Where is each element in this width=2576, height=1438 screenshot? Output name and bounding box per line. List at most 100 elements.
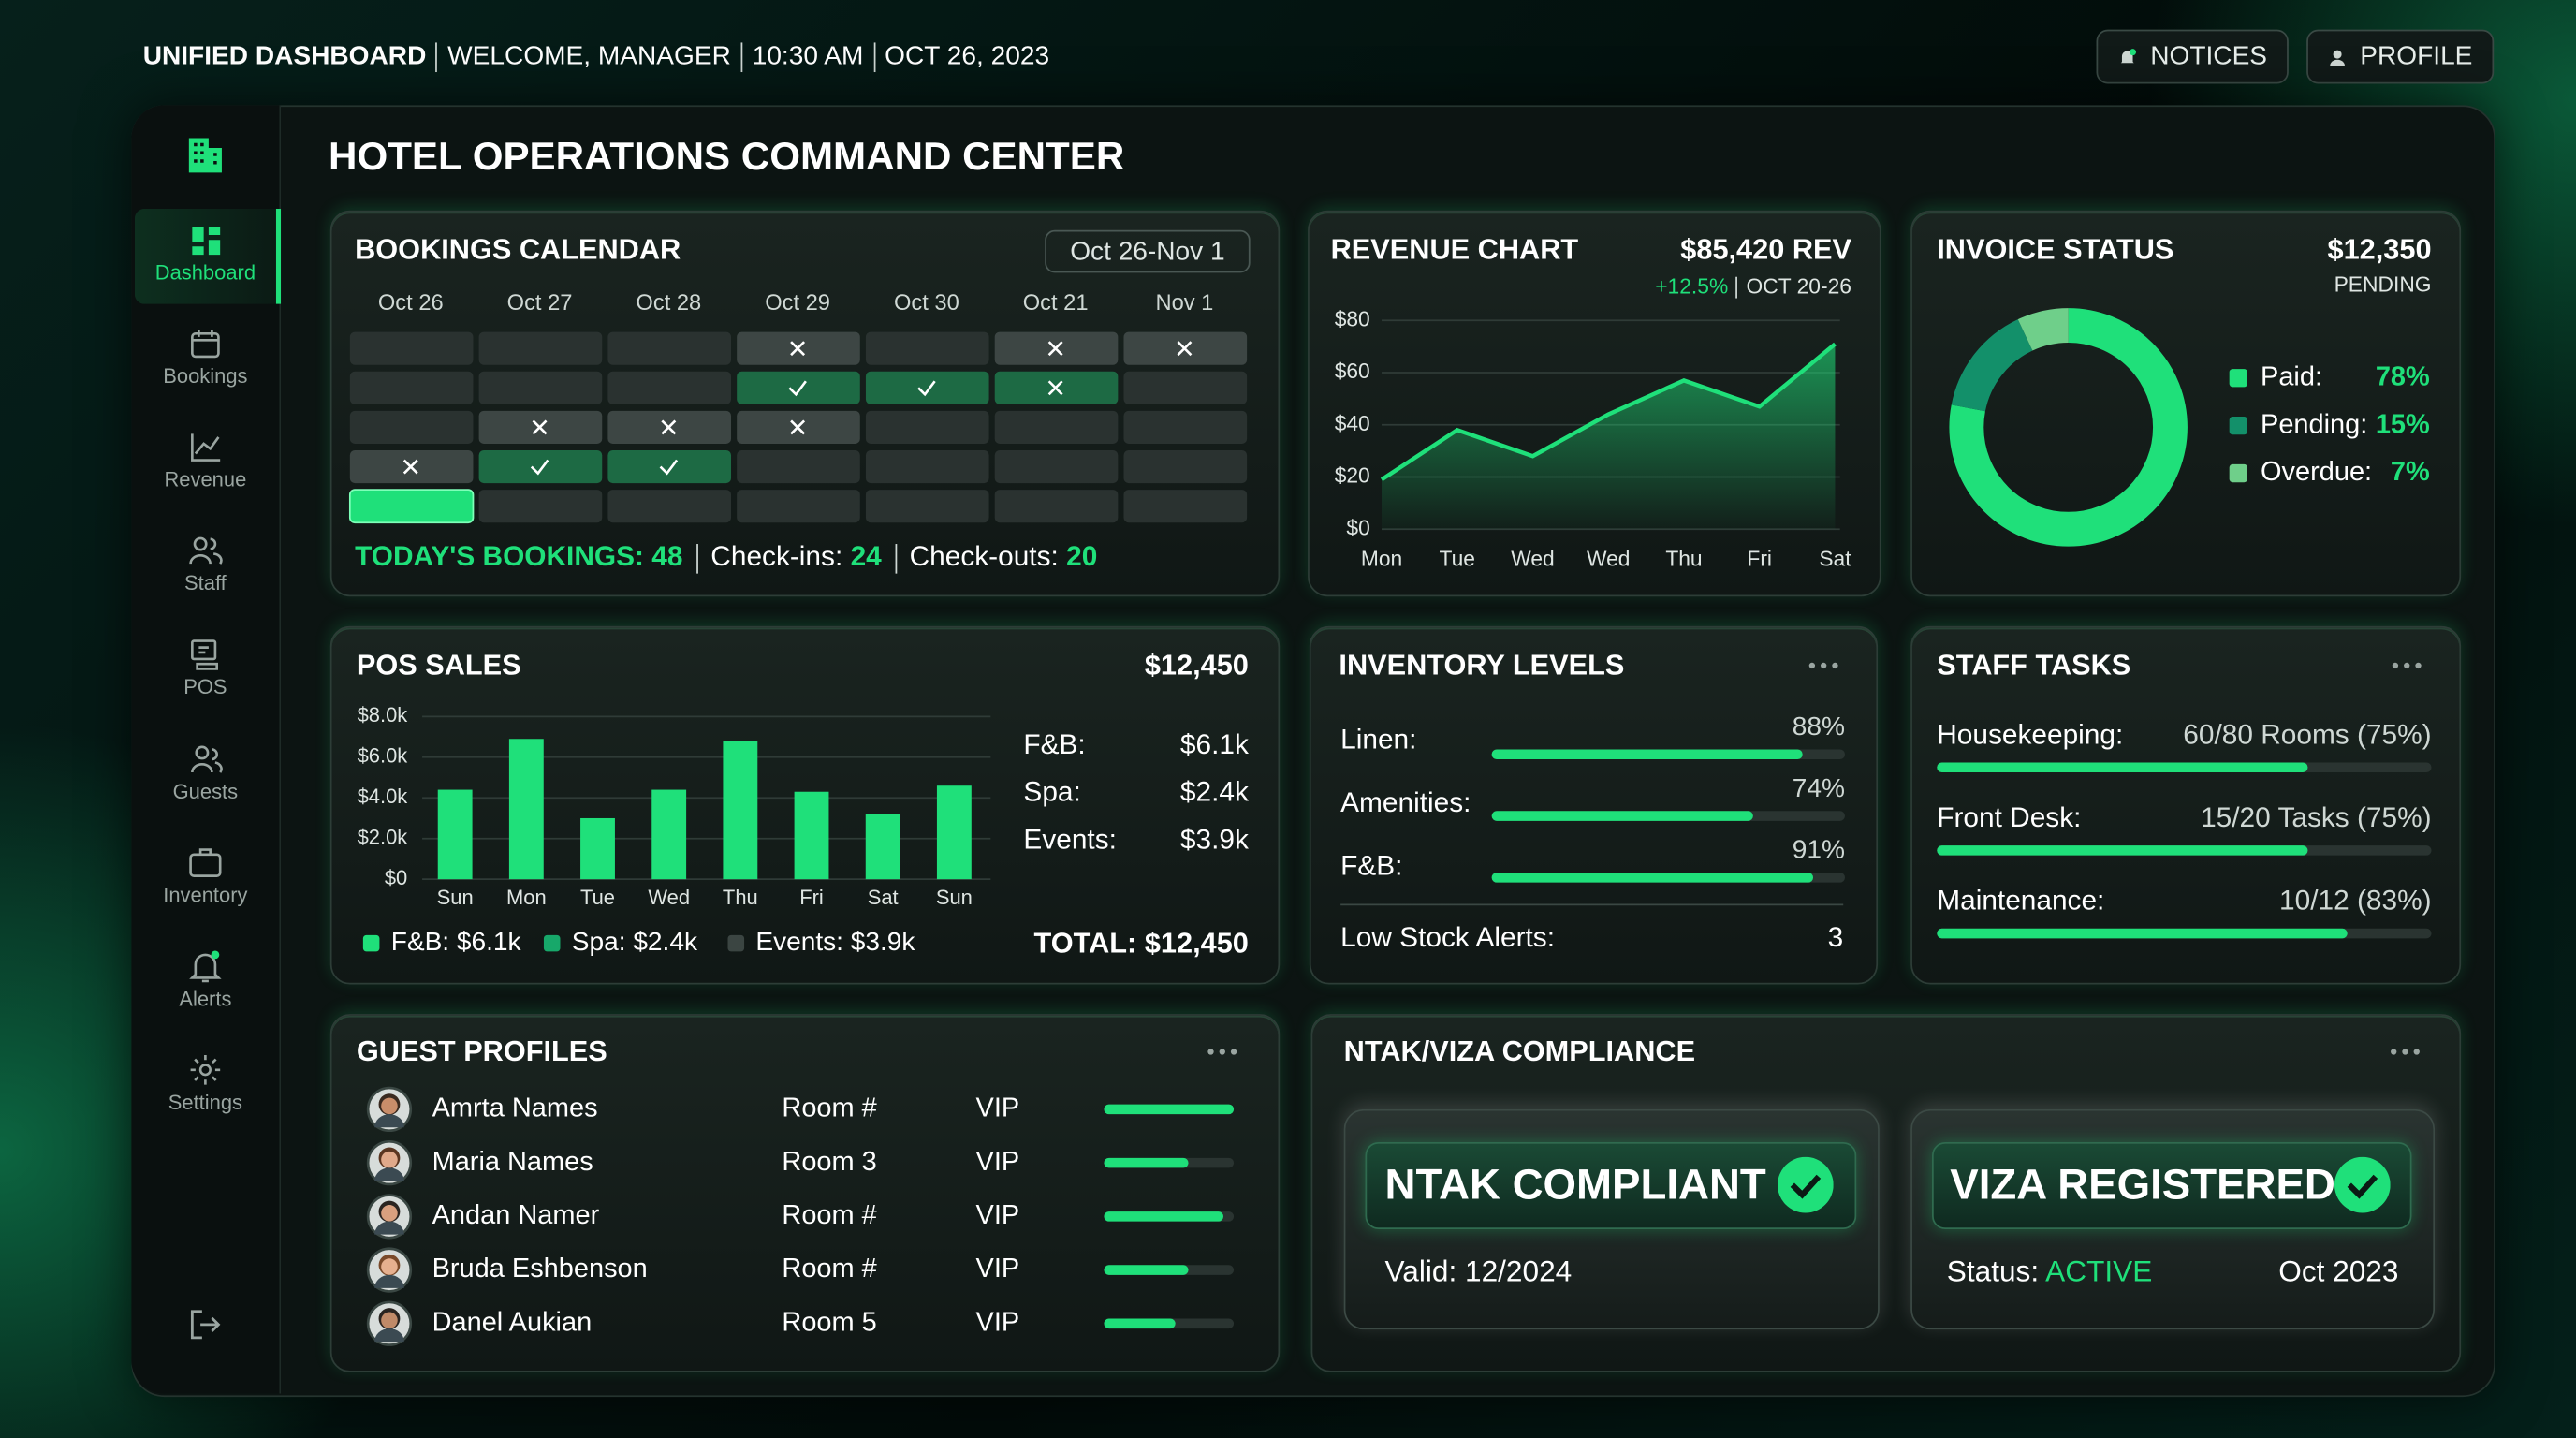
- label: Sat: [1819, 547, 1852, 571]
- bar: [1937, 845, 2308, 856]
- panel-title: STAFF TASKS: [1937, 648, 2131, 682]
- graphic: [190, 1310, 221, 1340]
- menu-dot[interactable]: [2391, 1049, 2397, 1055]
- label: Wed: [1587, 547, 1630, 571]
- cross-mark: [1047, 380, 1063, 396]
- graphic: [190, 1054, 221, 1085]
- menu-dot[interactable]: [2392, 662, 2399, 669]
- nav-icon: [189, 949, 222, 982]
- calendar-cell: [1123, 449, 1248, 484]
- label: Maintenance:: [1937, 886, 2104, 917]
- bar: [1491, 811, 1753, 821]
- label: 91%: [1793, 835, 1845, 864]
- ntak-badge: [1365, 1142, 1857, 1230]
- nav-icon: [190, 1054, 221, 1085]
- graphic: [1778, 1156, 1834, 1213]
- avatar-face: [381, 1097, 398, 1115]
- calendar-cell: [607, 331, 732, 365]
- alerts-count: 3: [1827, 921, 1844, 954]
- graphic: [1790, 1174, 1822, 1199]
- check-mark: [530, 459, 549, 476]
- profile-button[interactable]: PROFILE: [2306, 29, 2495, 84]
- label: Amenities:: [1340, 787, 1471, 818]
- calendar-cell: [865, 331, 989, 365]
- label: Oct 21: [1023, 291, 1089, 315]
- checkins-count: 24: [850, 540, 882, 572]
- graphic: [192, 227, 221, 256]
- period: OCT 20-26: [1746, 273, 1852, 299]
- header-bar: UNIFIED DASHBOARD WELCOME, MANAGER 10:30 A…: [143, 42, 1049, 73]
- calendar-cell: [478, 331, 603, 365]
- calendar-cell: [349, 371, 474, 404]
- nav-label: Revenue: [164, 468, 247, 492]
- avatar-face: [381, 1205, 398, 1222]
- nav-item[interactable]: Settings: [135, 1038, 276, 1134]
- check-icon: [1778, 1156, 1834, 1213]
- label: F&B:: [1340, 851, 1402, 882]
- label: Housekeeping:: [1937, 719, 2123, 750]
- menu-dot[interactable]: [1808, 662, 1816, 669]
- nav-item[interactable]: Bookings: [135, 313, 276, 408]
- calendar-cell: [478, 449, 603, 484]
- label: Spa: $2.4k: [572, 927, 698, 956]
- label: Bruda Eshbenson: [432, 1254, 648, 1284]
- menu-dot[interactable]: [1208, 1049, 1214, 1055]
- nav-item[interactable]: Alerts: [135, 934, 276, 1030]
- label: Events:: [1023, 825, 1116, 856]
- nav-item[interactable]: Staff: [135, 520, 276, 615]
- graphic: [196, 646, 218, 671]
- nav-icon: [189, 847, 222, 877]
- graphic: [2347, 1174, 2378, 1199]
- label: Spa:: [1023, 777, 1080, 808]
- label: $60: [1335, 359, 1370, 383]
- logout-icon[interactable]: [187, 1307, 224, 1343]
- calendar-cell: [607, 449, 732, 484]
- calendar-cell: [994, 410, 1119, 444]
- graphic: [2333, 49, 2342, 58]
- time: 10:30 AM: [752, 42, 864, 71]
- nav-item[interactable]: Dashboard: [134, 208, 282, 304]
- label: Thu: [1665, 547, 1702, 571]
- label: 78%: [2376, 361, 2430, 391]
- total-label: TOTAL:: [1033, 926, 1137, 960]
- label: VIP: [976, 1307, 1020, 1337]
- notices-button[interactable]: NOTICES: [2096, 29, 2289, 84]
- nav-item[interactable]: Revenue: [135, 416, 276, 511]
- menu-dot[interactable]: [2413, 1049, 2420, 1055]
- revenue-change: +12.5% OCT 20-26: [1655, 273, 1852, 299]
- menu-dot[interactable]: [1832, 662, 1838, 669]
- label: Sun: [437, 886, 474, 909]
- separator: [1736, 276, 1738, 299]
- avatar-face: [381, 1258, 398, 1275]
- bar: [794, 791, 829, 880]
- graphic: [2334, 1156, 2391, 1213]
- menu-dot[interactable]: [1219, 1049, 1225, 1055]
- nav-label: Settings: [168, 1091, 243, 1114]
- menu-dot[interactable]: [2402, 1049, 2408, 1055]
- inventory-panel: [1309, 625, 1879, 985]
- menu-dot[interactable]: [2404, 662, 2410, 669]
- bar: [936, 785, 972, 880]
- nav-label: Inventory: [163, 883, 248, 907]
- graphic: [2130, 48, 2137, 55]
- hotel-logo: [188, 138, 222, 173]
- bar: [1491, 749, 1803, 759]
- calendar-cell: [478, 371, 603, 404]
- nav-item[interactable]: Inventory: [135, 831, 276, 927]
- nav-label: Alerts: [179, 987, 232, 1011]
- calendar-cell: [865, 410, 989, 444]
- avatar-body: [374, 1221, 404, 1235]
- menu-dot[interactable]: [1821, 662, 1827, 669]
- calendar-cell: [865, 490, 989, 523]
- nav-item[interactable]: Guests: [135, 727, 276, 823]
- nav-item[interactable]: POS: [135, 624, 276, 719]
- menu-dot[interactable]: [1230, 1049, 1237, 1055]
- panel-title: INVENTORY LEVELS: [1339, 648, 1625, 682]
- checkins-label: Check-ins:: [710, 540, 843, 572]
- graphic: [189, 953, 222, 982]
- bar: [651, 789, 687, 880]
- menu-dot[interactable]: [2415, 662, 2422, 669]
- date-range[interactable]: Oct 26-Nov 1: [1045, 229, 1251, 273]
